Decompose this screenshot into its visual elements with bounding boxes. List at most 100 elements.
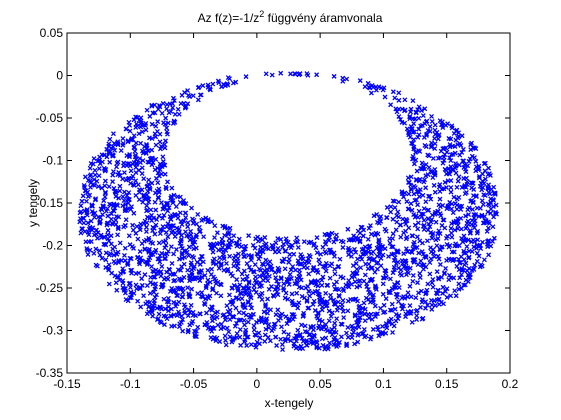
scatter-point <box>141 293 147 299</box>
scatter-point <box>256 256 262 262</box>
scatter-point <box>97 220 103 226</box>
chart-title-suffix: függvény áramvonala <box>264 11 382 25</box>
scatter-point <box>233 240 239 246</box>
scatter-point <box>179 313 185 319</box>
scatter-point <box>257 248 263 254</box>
scatter-point <box>225 231 231 237</box>
scatter-point <box>198 92 204 98</box>
scatter-point <box>323 300 329 306</box>
scatter-point <box>208 242 214 248</box>
scatter-point <box>423 199 429 205</box>
scatter-point <box>182 308 188 314</box>
y-tick-label: -0.3 <box>42 324 63 338</box>
scatter-point <box>134 224 140 229</box>
scatter-point <box>212 244 218 249</box>
scatter-point <box>233 253 238 259</box>
scatter-point <box>152 286 158 292</box>
scatter-point <box>92 214 97 220</box>
scatter-point <box>253 274 258 280</box>
x-tick-label: 0.15 <box>435 377 459 391</box>
scatter-point <box>120 176 126 182</box>
scatter-point <box>437 196 443 202</box>
scatter-point <box>214 290 219 296</box>
scatter-point <box>464 244 470 250</box>
scatter-point <box>240 285 246 291</box>
scatter-point <box>471 212 477 218</box>
scatter-point <box>187 309 193 315</box>
scatter-point <box>432 141 438 147</box>
x-axis: -0.15 -0.1 -0.05 0 0.05 0.1 0.15 0.2 <box>53 33 519 391</box>
scatter-point <box>80 193 86 199</box>
scatter-point <box>256 318 262 324</box>
scatter-point <box>351 329 357 335</box>
scatter-point <box>251 323 257 329</box>
scatter-point <box>441 301 446 307</box>
y-tick-label: -0.35 <box>36 366 64 380</box>
scatter-point <box>171 192 177 198</box>
scatter-point <box>421 222 427 228</box>
scatter-point <box>166 266 172 272</box>
scatter-point <box>436 132 442 138</box>
scatter-point <box>390 198 396 204</box>
scatter-point <box>87 178 93 184</box>
scatter-point <box>474 250 480 256</box>
scatter-point <box>280 244 286 250</box>
x-tick-label: 0.05 <box>308 377 332 391</box>
scatter-point <box>280 347 286 353</box>
scatter-point <box>131 290 137 296</box>
scatter-point <box>355 339 361 345</box>
scatter-point <box>152 199 158 205</box>
scatter-point <box>421 206 427 212</box>
scatter-point <box>291 341 297 347</box>
scatter-point <box>418 258 424 264</box>
scatter-point <box>155 268 161 274</box>
scatter-point <box>165 276 171 282</box>
scatter-point <box>456 267 462 273</box>
scatter-point <box>116 169 122 175</box>
scatter-point <box>369 265 375 271</box>
scatter-point <box>302 260 308 266</box>
scatter-point <box>284 321 290 327</box>
scatter-point <box>271 324 277 330</box>
scatter-point <box>328 249 334 255</box>
scatter-point <box>294 335 300 341</box>
scatter-point <box>139 187 145 193</box>
scatter-point <box>442 166 448 172</box>
scatter-point <box>197 229 203 235</box>
scatter-point <box>124 193 130 199</box>
scatter-point <box>479 212 485 218</box>
scatter-point <box>117 183 123 189</box>
scatter-point <box>357 315 363 321</box>
scatter-point <box>202 272 208 278</box>
scatter-point <box>367 255 373 261</box>
scatter-point <box>339 305 345 311</box>
scatter-point <box>490 204 496 210</box>
scatter-point <box>166 110 172 116</box>
scatter-point <box>352 313 358 319</box>
scatter-point <box>299 335 305 341</box>
scatter-point <box>251 269 257 275</box>
scatter-point <box>408 106 414 112</box>
scatter-point <box>416 189 422 195</box>
scatter-point <box>466 158 472 164</box>
y-axis: 0.05 0 -0.05 -0.1 -0.15 -0.2 -0.25 -0.3 -0.35 <box>36 26 510 380</box>
scatter-point <box>394 109 400 115</box>
scatter-point <box>402 190 408 196</box>
scatter-point <box>156 195 162 201</box>
scatter-point <box>165 131 170 137</box>
scatter-point <box>117 240 123 246</box>
scatter-point <box>481 257 487 263</box>
scatter-point <box>419 160 425 166</box>
scatter-point <box>227 307 233 313</box>
scatter-point <box>314 250 320 256</box>
scatter-point <box>249 305 254 311</box>
scatter-point <box>87 173 93 179</box>
scatter-point <box>174 313 180 319</box>
scatter-point <box>105 213 111 219</box>
scatter-point <box>196 224 202 230</box>
scatter-point <box>331 73 337 79</box>
scatter-point <box>145 299 150 305</box>
scatter-point <box>142 272 148 278</box>
scatter-point <box>305 305 311 311</box>
scatter-point <box>403 221 409 227</box>
